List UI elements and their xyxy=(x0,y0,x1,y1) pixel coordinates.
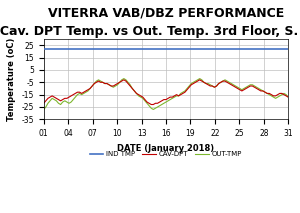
Legend: IND TMP, CAV-DPT, OUT-TMP: IND TMP, CAV-DPT, OUT-TMP xyxy=(87,148,245,160)
OUT-TMP xyxy=(154,107,157,109)
IND TMP xyxy=(88,48,92,50)
OUT-TMP xyxy=(286,96,290,98)
OUT-TMP xyxy=(122,77,126,80)
IND TMP xyxy=(286,48,290,50)
IND TMP xyxy=(152,48,155,50)
X-axis label: DATE (January 2018): DATE (January 2018) xyxy=(117,144,214,153)
CAV-DPT xyxy=(88,87,92,90)
Title: VITERRA VAB/DBZ PERFORMANCE
(Cav. DPT Temp. vs Out. Temp. 3rd Floor, S. Wall): VITERRA VAB/DBZ PERFORMANCE (Cav. DPT Te… xyxy=(0,7,300,38)
CAV-DPT xyxy=(286,96,290,98)
CAV-DPT xyxy=(42,102,46,105)
IND TMP xyxy=(92,48,96,50)
CAV-DPT xyxy=(149,103,153,106)
CAV-DPT xyxy=(99,81,102,83)
OUT-TMP xyxy=(99,80,102,82)
IND TMP xyxy=(270,48,273,50)
IND TMP xyxy=(107,48,111,50)
IND TMP xyxy=(99,48,102,50)
OUT-TMP xyxy=(272,96,275,98)
OUT-TMP xyxy=(88,87,92,90)
Line: CAV-DPT: CAV-DPT xyxy=(44,80,288,105)
CAV-DPT xyxy=(92,82,96,85)
CAV-DPT xyxy=(122,79,126,81)
IND TMP xyxy=(42,48,46,50)
Line: OUT-TMP: OUT-TMP xyxy=(44,79,288,109)
OUT-TMP xyxy=(92,82,96,85)
CAV-DPT xyxy=(107,83,111,86)
OUT-TMP xyxy=(107,83,111,86)
CAV-DPT xyxy=(156,102,159,105)
CAV-DPT xyxy=(274,95,278,97)
OUT-TMP xyxy=(42,108,46,111)
Y-axis label: Temperature (oC): Temperature (oC) xyxy=(7,37,16,121)
